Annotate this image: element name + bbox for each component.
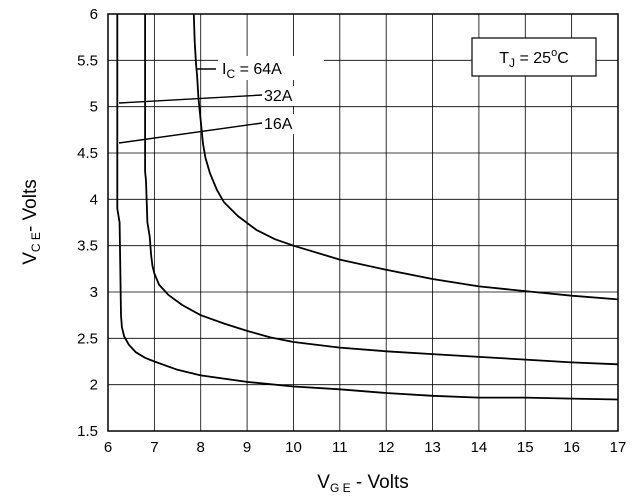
x-tick-label-10: 16 xyxy=(563,439,580,456)
y-axis-label: VC E- Volts xyxy=(20,179,43,265)
x-axis-label: VG E - Volts xyxy=(317,472,408,495)
y-tick-label-3: 3 xyxy=(90,284,98,301)
y-tick-label-7: 5 xyxy=(90,99,98,116)
ic64-label: IC = 64A xyxy=(222,61,282,81)
ic16-label-bg xyxy=(262,114,302,134)
x-tick-label-11: 17 xyxy=(610,439,627,456)
ic16-pointer xyxy=(118,122,263,144)
tj-box: TJ = 25oC xyxy=(471,37,597,77)
y-tick-label-9: 6 xyxy=(90,6,98,23)
tj-sup: o xyxy=(551,47,557,59)
ic32-label-bg xyxy=(262,86,302,106)
x-axis-label-rest: - Volts xyxy=(351,472,409,493)
x-axis-label-sub: G E xyxy=(330,481,351,495)
tj-end: C xyxy=(557,50,569,67)
tick-labels: 6 7 8 9 10 11 12 13 14 15 16 17 1.5 2 2.5 3 3.5 4 4.5 5 5.5 6 xyxy=(77,6,626,456)
tj-sub: J xyxy=(509,56,515,70)
series-line-1 xyxy=(144,14,619,366)
series-group xyxy=(116,13,619,401)
y-axis-label-main: V xyxy=(20,252,41,265)
y-axis-label-rest: - Volts xyxy=(20,179,41,232)
y-tick-label-4: 3.5 xyxy=(77,238,98,255)
y-tick-label-6: 4.5 xyxy=(77,145,98,162)
ic64-label-bg xyxy=(218,56,324,80)
x-tick-label-9: 15 xyxy=(517,439,534,456)
x-tick-label-7: 13 xyxy=(424,439,441,456)
ic64-prefix: I xyxy=(222,61,226,78)
x-tick-label-3: 9 xyxy=(243,439,251,456)
y-tick-label-5: 4 xyxy=(90,191,98,208)
y-tick-label-0: 1.5 xyxy=(77,423,98,440)
x-tick-label-8: 14 xyxy=(471,439,488,456)
ic16-label: 16A xyxy=(264,116,293,133)
y-tick-label-8: 5.5 xyxy=(77,52,98,69)
ic64-sub: C xyxy=(226,67,235,81)
ic32-label: 32A xyxy=(264,88,293,105)
series-line-0 xyxy=(192,13,619,301)
ic64-rest: = 64A xyxy=(235,61,282,78)
x-tick-label-1: 7 xyxy=(150,439,158,456)
y-tick-label-1: 2 xyxy=(90,377,98,394)
ic32-pointer xyxy=(118,94,263,104)
y-axis-label-sub: C E xyxy=(29,232,43,252)
x-tick-label-4: 10 xyxy=(285,439,302,456)
x-tick-label-5: 11 xyxy=(332,439,348,456)
tj-main: T xyxy=(499,50,509,67)
tj-mid: = 25 xyxy=(515,50,551,67)
x-tick-label-0: 6 xyxy=(104,439,112,456)
x-tick-label-2: 8 xyxy=(197,439,205,456)
tj-box-text: TJ = 25oC xyxy=(499,47,569,70)
y-tick-label-2: 2.5 xyxy=(77,330,98,347)
plot-frame xyxy=(107,13,619,432)
x-tick-label-6: 12 xyxy=(378,439,395,456)
x-axis-label-main: V xyxy=(317,472,330,493)
series-line-2 xyxy=(116,14,619,401)
tj-box-frame xyxy=(471,37,597,77)
